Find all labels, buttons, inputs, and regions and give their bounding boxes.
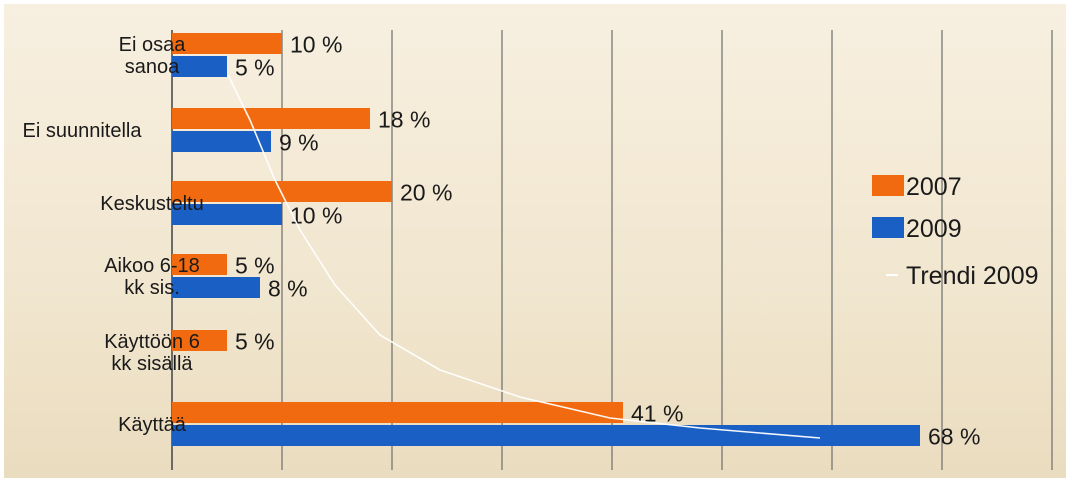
bar-2009-3 bbox=[172, 277, 260, 298]
category-label: kk sis. bbox=[124, 277, 180, 299]
bar-2009-0 bbox=[172, 56, 227, 77]
bar-2007-2 bbox=[172, 181, 392, 202]
bar-2009-5 bbox=[172, 425, 920, 446]
data-label-2009-0: 5 % bbox=[235, 55, 275, 81]
data-label-2009-5: 68 % bbox=[928, 424, 980, 450]
bar-2009-2 bbox=[172, 204, 282, 225]
legend-swatch-2007 bbox=[872, 175, 904, 196]
data-label-2007-2: 20 % bbox=[400, 180, 452, 206]
data-label-2009-2: 10 % bbox=[290, 203, 342, 229]
legend-label-trend: Trendi 2009 bbox=[906, 262, 1039, 290]
data-label-2009-3: 8 % bbox=[268, 276, 308, 302]
data-label-2007-0: 10 % bbox=[290, 32, 342, 58]
category-label: Ei osaa bbox=[119, 34, 187, 56]
bar-2009-1 bbox=[172, 131, 271, 152]
category-label: Käyttöön 6 bbox=[104, 331, 200, 353]
trend-line bbox=[227, 74, 821, 439]
legend-swatch-2009 bbox=[872, 217, 904, 238]
category-label: sanoa bbox=[125, 56, 180, 78]
data-label-2009-1: 9 % bbox=[279, 130, 319, 156]
legend-label-2009: 2009 bbox=[906, 215, 962, 243]
bar-2007-3 bbox=[172, 254, 227, 275]
category-label: kk sisällä bbox=[111, 353, 193, 375]
data-label-2007-1: 18 % bbox=[378, 107, 430, 133]
data-label-2007-3: 5 % bbox=[235, 253, 275, 279]
category-label: Käyttää bbox=[118, 414, 187, 436]
legend-label-2007: 2007 bbox=[906, 173, 962, 201]
data-label-2007-5: 41 % bbox=[631, 401, 683, 427]
category-label: Keskusteltu bbox=[100, 193, 203, 215]
category-label: Ei suunnitella bbox=[23, 120, 143, 142]
category-label: Aikoo 6-18 bbox=[104, 255, 200, 277]
bar-2007-4 bbox=[172, 330, 227, 351]
bar-2007-1 bbox=[172, 108, 370, 129]
bar-2007-5 bbox=[172, 402, 623, 423]
bar-2007-0 bbox=[172, 33, 282, 54]
data-label-2007-4: 5 % bbox=[235, 329, 275, 355]
